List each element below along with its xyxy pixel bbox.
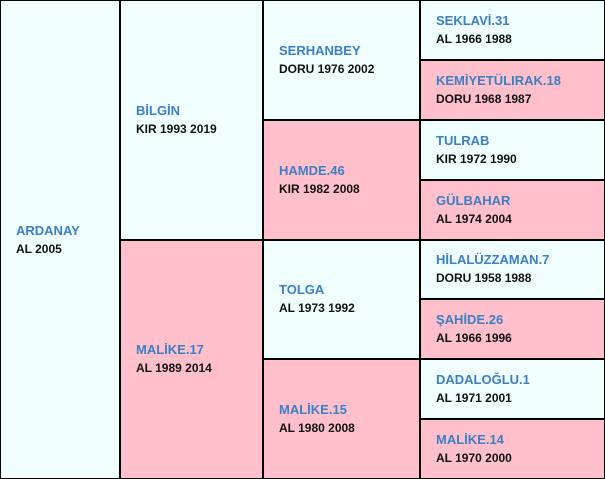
ancestor-info: AL 1971 2001 <box>436 391 512 406</box>
ancestor-name: KEMİYETÜLIRAK.18 <box>436 72 561 88</box>
ancestor-name: MALİKE.14 <box>436 432 504 448</box>
ancestor-name: ŞAHİDE.26 <box>436 312 504 328</box>
ancestor-info: AL 1973 1992 <box>279 301 355 316</box>
ancestor-name: GÜLBAHAR <box>436 192 511 208</box>
ancestor-name: BİLGİN <box>136 102 181 118</box>
ancestor-cell: SERHANBEY DORU 1976 2002 <box>264 1 419 119</box>
ancestor-name: SEKLAVİ.31 <box>436 12 510 28</box>
ancestor-cell: MALİKE.14 AL 1970 2000 <box>421 420 604 478</box>
ancestor-name: SERHANBEY <box>279 42 361 58</box>
ancestor-cell: ŞAHİDE.26 AL 1966 1996 <box>421 300 604 359</box>
ancestor-info: KIR 1993 2019 <box>136 121 217 136</box>
ancestor-name: TOLGA <box>279 282 325 298</box>
ancestor-info: AL 1966 1988 <box>436 31 512 46</box>
horse-name: ARDANAY <box>16 222 80 238</box>
ancestor-info: KIR 1982 2008 <box>279 181 360 196</box>
ancestor-info: KIR 1972 1990 <box>436 151 517 166</box>
ancestor-cell: TULRAB KIR 1972 1990 <box>421 120 604 179</box>
ancestor-cell: KEMİYETÜLIRAK.18 DORU 1968 1987 <box>421 60 604 119</box>
ancestor-cell: TOLGA AL 1973 1992 <box>264 240 419 359</box>
ancestor-cell: DADALOĞLU.1 AL 1971 2001 <box>421 360 604 419</box>
horse-cell: ARDANAY AL 2005 <box>1 1 119 478</box>
ancestor-info: DORU 1976 2002 <box>279 61 375 76</box>
ancestor-cell: HİLALÜZZAMAN.7 DORU 1958 1988 <box>421 240 604 299</box>
ancestor-info: DORU 1968 1987 <box>436 91 532 106</box>
ancestor-info: AL 1974 2004 <box>436 211 512 226</box>
ancestor-info: AL 1989 2014 <box>136 361 212 376</box>
ancestor-name: MALİKE.15 <box>279 402 347 418</box>
ancestor-name: TULRAB <box>436 132 490 148</box>
ancestor-name: DADALOĞLU.1 <box>436 372 530 388</box>
ancestor-info: DORU 1958 1988 <box>436 271 532 286</box>
horse-info: AL 2005 <box>16 241 62 256</box>
ancestor-cell: GÜLBAHAR AL 1974 2004 <box>421 180 604 239</box>
ancestor-info: AL 1966 1996 <box>436 331 512 346</box>
ancestor-name: HAMDE.46 <box>279 162 345 178</box>
ancestor-cell: HAMDE.46 KIR 1982 2008 <box>264 120 419 239</box>
ancestor-info: AL 1970 2000 <box>436 451 512 466</box>
ancestor-info: AL 1980 2008 <box>279 421 355 436</box>
ancestor-name: HİLALÜZZAMAN.7 <box>436 252 550 268</box>
ancestor-cell: MALİKE.15 AL 1980 2008 <box>264 360 419 478</box>
ancestor-cell: MALİKE.17 AL 1989 2014 <box>121 240 262 478</box>
ancestor-name: MALİKE.17 <box>136 342 204 358</box>
ancestor-cell: BİLGİN KIR 1993 2019 <box>121 1 262 239</box>
ancestor-cell: SEKLAVİ.31 AL 1966 1988 <box>421 1 604 59</box>
